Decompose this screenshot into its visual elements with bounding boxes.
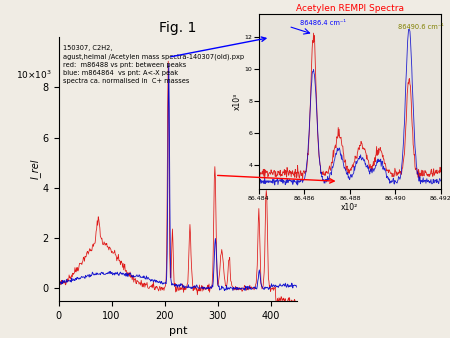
Text: $10{\times}10^3$: $10{\times}10^3$ — [16, 69, 52, 81]
Text: 150307, C2H2,
agust,heimal /Acetylen mass spectra-140307(old).pxp
red:  m86488 v: 150307, C2H2, agust,heimal /Acetylen mas… — [63, 45, 244, 83]
Text: 86490.6 cm⁻¹: 86490.6 cm⁻¹ — [398, 24, 443, 30]
Text: x10²: x10² — [341, 203, 359, 212]
Title: Acetylen REMPI Spectra: Acetylen REMPI Spectra — [296, 4, 404, 13]
Text: x10³: x10³ — [232, 93, 241, 110]
Y-axis label: I_rel: I_rel — [30, 159, 41, 179]
Text: 86486.4 cm⁻¹: 86486.4 cm⁻¹ — [300, 20, 346, 26]
Title: Fig. 1: Fig. 1 — [159, 21, 197, 34]
X-axis label: pnt: pnt — [168, 326, 187, 336]
